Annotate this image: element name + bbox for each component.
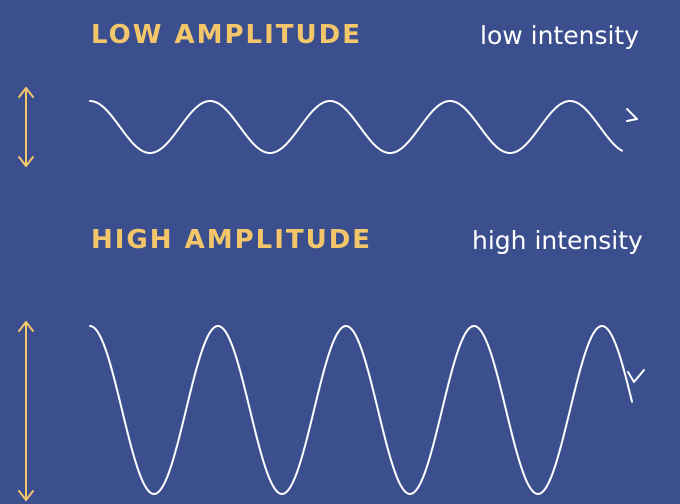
low-wave-arrowhead-icon — [626, 108, 638, 122]
low-amplitude-wave — [89, 99, 623, 155]
high-amplitude-arrow-icon — [18, 321, 34, 501]
low-amplitude-arrow-icon — [18, 87, 34, 167]
low-amplitude-title: LOW AMPLITUDE — [91, 20, 362, 50]
high-amplitude-title: HIGH AMPLITUDE — [91, 225, 373, 255]
high-wave-arrowhead-icon — [627, 369, 645, 383]
low-intensity-label: low intensity — [480, 21, 640, 50]
high-amplitude-wave — [89, 324, 633, 496]
high-intensity-label: high intensity — [472, 226, 643, 255]
